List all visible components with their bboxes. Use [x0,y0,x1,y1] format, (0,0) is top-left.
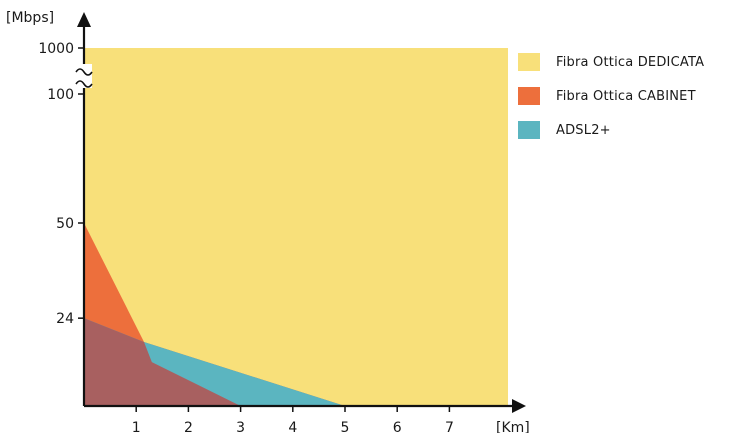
x-tick-label: 6 [393,420,402,433]
x-tick-label: 3 [236,420,245,433]
y-axis-break-mark [75,68,93,76]
y-axis-break-gap [76,64,92,88]
legend-label-adsl2plus: ADSL2+ [556,122,611,138]
legend-swatch-fibra-dedicata [518,53,540,71]
y-tick-label: 24 [56,311,74,327]
x-tick-label: 7 [445,420,454,433]
x-axis-label: [Km] [496,420,530,433]
y-tick-label: 1000 [38,41,74,57]
y-axis-label: [Mbps] [6,10,54,26]
x-tick-label: 1 [132,420,141,433]
legend-swatch-adsl2plus [518,121,540,139]
legend-item-adsl2plus: ADSL2+ [518,120,704,140]
y-axis-break-mark [75,80,93,88]
legend: Fibra Ottica DEDICATA Fibra Ottica CABIN… [518,52,704,154]
chart-areas [84,48,508,406]
legend-item-fibra-cabinet: Fibra Ottica CABINET [518,86,704,106]
chart-ticks: 1 2 3 4 5 6 7 24 50 100 1000 [Mbps] [Km] [6,10,530,433]
legend-item-fibra-dedicata: Fibra Ottica DEDICATA [518,52,704,72]
chart-axes [75,12,526,413]
y-axis-arrow [77,12,91,27]
x-tick-label: 5 [341,420,350,433]
y-tick-label: 100 [47,87,74,103]
x-tick-label: 2 [184,420,193,433]
x-tick-label: 4 [288,420,297,433]
legend-label-fibra-dedicata: Fibra Ottica DEDICATA [556,54,705,70]
legend-swatch-fibra-cabinet [518,87,540,105]
x-axis-arrow [512,399,526,413]
legend-label-fibra-cabinet: Fibra Ottica CABINET [556,88,696,104]
y-tick-label: 50 [56,216,74,232]
area-overlap-cabinet-adsl [84,318,241,406]
